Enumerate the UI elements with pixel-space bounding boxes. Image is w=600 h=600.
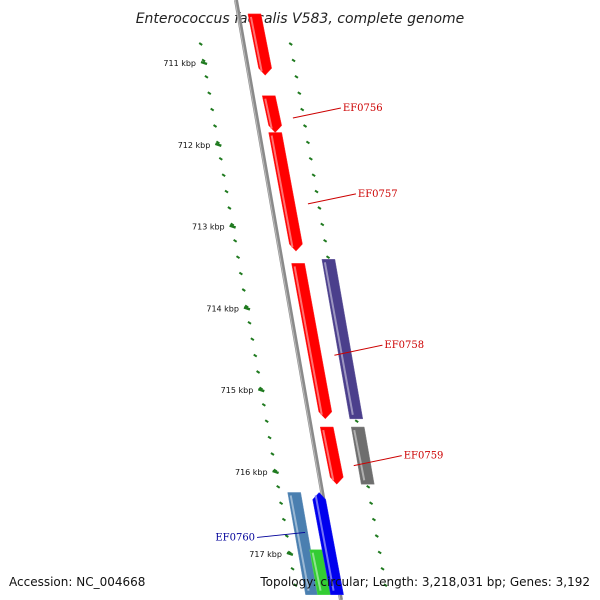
gene-features	[247, 13, 375, 595]
scale-dot	[227, 206, 232, 210]
scale-dot	[281, 517, 286, 522]
scale-dot	[218, 156, 223, 161]
gene-highlight	[293, 266, 323, 416]
scale-dot	[302, 124, 308, 128]
scale-dot	[235, 255, 241, 260]
label-leader	[257, 531, 306, 538]
tick-mark	[214, 142, 222, 147]
gene-highlight	[311, 552, 322, 591]
gene-label: EF0759	[404, 451, 444, 462]
scale-dot	[270, 452, 275, 456]
gene-highlight	[323, 262, 354, 416]
scale-dot	[297, 91, 302, 96]
gene-highlight	[289, 495, 310, 591]
scale-dot	[207, 91, 212, 96]
scale-dot	[374, 534, 379, 538]
scale-dot	[253, 353, 258, 358]
label-leader	[292, 107, 342, 119]
tick-label: 715 kbp	[221, 386, 254, 395]
scale-dot	[261, 402, 266, 407]
scale-dot	[317, 206, 322, 210]
topology-text: Topology: circular; Length: 3,218,031 bp…	[260, 575, 590, 589]
label-leader	[353, 455, 402, 467]
scale-dot	[380, 566, 385, 571]
scale-dot	[201, 58, 206, 63]
tick-label: 716 kbp	[235, 468, 268, 477]
gene-label: EF0758	[384, 340, 424, 351]
scale-dot	[369, 501, 374, 506]
gene-highlight	[314, 495, 335, 591]
scale-dot	[323, 238, 328, 243]
scale-dot	[308, 156, 313, 161]
scale-dot	[212, 124, 218, 128]
tick-mark	[257, 388, 265, 393]
scale-dot	[210, 107, 215, 112]
scale-dot	[293, 583, 298, 588]
scale-dot	[366, 484, 371, 489]
tick-label: 712 kbp	[178, 141, 211, 150]
scale-dot	[311, 173, 316, 178]
tick-mark	[200, 60, 208, 66]
tick-mark	[243, 306, 251, 311]
scale-dot	[256, 370, 261, 374]
scale-dot	[325, 255, 331, 260]
scale-dot	[284, 534, 289, 538]
scale-dot	[233, 238, 238, 243]
accession-text: Accession: NC_004668	[9, 575, 146, 589]
scale-dot	[247, 320, 252, 325]
tick-mark	[229, 224, 237, 229]
scale-dot	[198, 42, 203, 46]
gene-label: EF0756	[343, 103, 383, 114]
scale-dot	[377, 550, 382, 555]
scale-dot	[383, 583, 388, 588]
scale-dot	[267, 435, 272, 440]
gene-highlight	[322, 429, 335, 481]
tick-label: 714 kbp	[206, 304, 239, 313]
scale-dot	[238, 271, 243, 276]
gene-highlight	[249, 16, 263, 72]
label-leader	[334, 344, 383, 356]
gene-highlight	[353, 429, 366, 481]
label-leader	[307, 193, 357, 205]
scale-dot	[300, 107, 305, 112]
scale-dot	[294, 74, 299, 79]
scale-dot	[221, 173, 226, 178]
tick-label: 717 kbp	[249, 550, 282, 559]
scale-dot	[264, 419, 269, 424]
scale-dot	[354, 419, 359, 424]
gene-label: EF0760	[215, 532, 255, 543]
tick-label: 713 kbp	[192, 223, 225, 232]
scale-dot	[320, 222, 325, 227]
scale-dot	[279, 501, 284, 506]
scale-dot	[250, 337, 255, 342]
gene-highlight	[264, 98, 273, 129]
scale-dot	[314, 189, 319, 194]
gene-labels: EF0756 EF0757 EF0758 EF0759 EF0760	[215, 103, 443, 543]
scale-dot	[288, 42, 293, 46]
kbp-ticks: 711 kbp 712 kbp 713 kbp 714 kbp 715 kbp 716 k…	[163, 59, 294, 559]
scale-dot	[204, 74, 209, 79]
scale-dot	[244, 304, 249, 309]
scale-dot	[224, 189, 229, 194]
scale-dot	[241, 288, 246, 292]
scale-dot	[258, 386, 264, 391]
gene-highlight	[270, 135, 294, 248]
map-title: Enterococcus faecalis V583, complete gen…	[136, 11, 465, 27]
tick-label: 711 kbp	[163, 59, 196, 68]
scale-dot	[215, 140, 220, 145]
gene-label: EF0757	[358, 189, 398, 200]
scale-dot	[305, 140, 310, 145]
tick-mark	[272, 469, 279, 475]
scale-dot	[290, 566, 295, 571]
scale-dot	[230, 222, 235, 227]
scale-dot	[276, 484, 281, 489]
scale-dot	[371, 517, 376, 522]
scale-dot	[291, 58, 296, 63]
tick-mark	[286, 551, 294, 556]
